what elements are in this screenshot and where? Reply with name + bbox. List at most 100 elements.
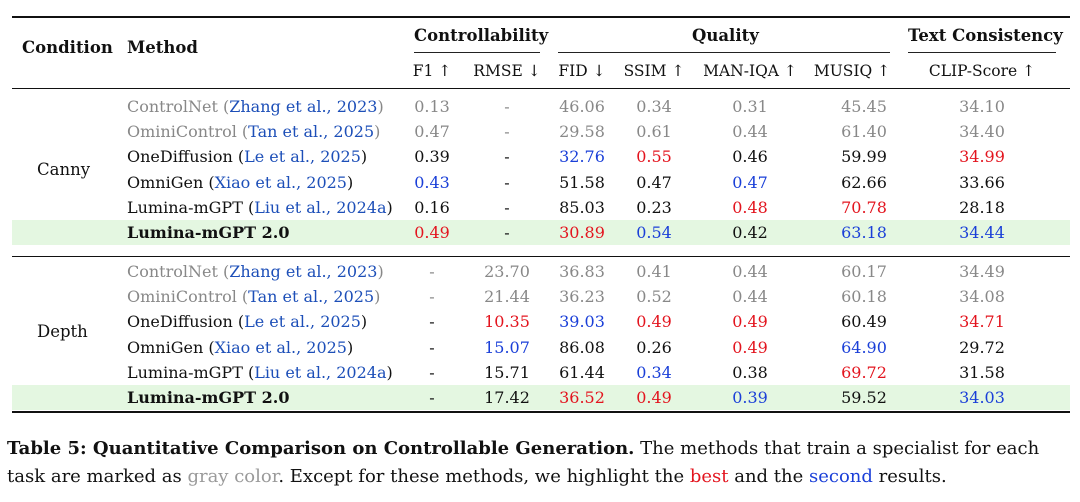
paren-close: ) bbox=[346, 172, 354, 192]
method-name: OneDiffusion bbox=[127, 312, 233, 332]
caption-label: Table 5: bbox=[7, 438, 93, 459]
paren-open: ( bbox=[232, 147, 245, 167]
method-name: OmniGen bbox=[127, 337, 204, 357]
value-cell: 0.34 bbox=[636, 97, 672, 116]
value-cell: 85.03 bbox=[559, 197, 605, 217]
condition-canny: Canny bbox=[37, 160, 91, 179]
paren-open: ( bbox=[242, 362, 255, 382]
value-cell: 0.55 bbox=[636, 147, 672, 167]
value-cell: 60.18 bbox=[841, 287, 887, 307]
value-cell: - bbox=[429, 337, 435, 357]
value-cell: 0.13 bbox=[414, 97, 450, 116]
value-cell: 59.99 bbox=[841, 147, 887, 167]
value-cell: 0.54 bbox=[636, 223, 672, 242]
citation-link[interactable]: Tan et al., 2025 bbox=[248, 287, 375, 307]
method-name: Lumina-mGPT 2.0 bbox=[127, 223, 290, 242]
metric-fid: FID ↓ bbox=[558, 62, 606, 80]
metric-man-iqa: MAN-IQA ↑ bbox=[703, 62, 797, 80]
value-cell: 0.31 bbox=[732, 97, 768, 116]
method-name: Lumina-mGPT 2.0 bbox=[127, 388, 290, 407]
metric-rmse: RMSE ↓ bbox=[473, 62, 541, 80]
value-cell: 33.66 bbox=[959, 172, 1005, 192]
header-condition: Condition bbox=[22, 38, 113, 57]
caption-best-word: best bbox=[689, 466, 729, 487]
method-cell: Lumina-mGPT 2.0 bbox=[127, 223, 289, 242]
method-cell: Lumina-mGPT (Liu et al., 2024a) bbox=[127, 198, 393, 217]
value-cell: 30.89 bbox=[559, 223, 605, 242]
paren-close: ) bbox=[377, 97, 384, 116]
value-cell: 0.41 bbox=[636, 262, 672, 281]
citation-link[interactable]: Le et al., 2025 bbox=[244, 312, 361, 332]
value-cell: - bbox=[504, 172, 510, 192]
citation-link[interactable]: Le et al., 2025 bbox=[244, 147, 361, 167]
paren-close: ) bbox=[374, 122, 381, 142]
value-cell: 62.66 bbox=[841, 172, 887, 192]
value-cell: 31.58 bbox=[959, 362, 1005, 382]
value-cell: 59.52 bbox=[841, 388, 887, 407]
value-cell: 0.23 bbox=[636, 197, 672, 217]
value-cell: - bbox=[504, 223, 510, 242]
value-cell: 51.58 bbox=[559, 172, 605, 192]
value-cell: - bbox=[504, 147, 510, 167]
value-cell: 61.44 bbox=[559, 362, 605, 382]
method-name: OminiControl bbox=[127, 122, 237, 142]
paren-open: ( bbox=[203, 172, 215, 192]
bottom-rule bbox=[12, 411, 1070, 413]
value-cell: 36.52 bbox=[559, 388, 605, 407]
value-cell: 0.34 bbox=[636, 362, 672, 382]
value-cell: - bbox=[504, 97, 510, 116]
paren-open: ( bbox=[203, 337, 215, 357]
group-rule-text-consistency bbox=[908, 52, 1056, 53]
citation-link[interactable]: Liu et al., 2024a bbox=[254, 197, 387, 217]
paren-close: ) bbox=[360, 312, 368, 332]
value-cell: - bbox=[504, 197, 510, 217]
caption-text-4: results. bbox=[872, 466, 947, 487]
value-cell: 23.70 bbox=[484, 262, 530, 281]
value-cell: 0.42 bbox=[732, 223, 768, 242]
top-rule bbox=[12, 16, 1070, 18]
value-cell: 39.03 bbox=[559, 312, 605, 332]
citation-link[interactable]: Liu et al., 2024a bbox=[254, 362, 387, 382]
method-cell: OmniGen (Xiao et al., 2025) bbox=[127, 173, 353, 192]
group-rule-quality bbox=[558, 52, 890, 53]
paren-close: ) bbox=[346, 337, 354, 357]
value-cell: 36.23 bbox=[559, 287, 605, 307]
method-name: OmniGen bbox=[127, 172, 204, 192]
value-cell: - bbox=[429, 388, 435, 407]
value-cell: 86.08 bbox=[559, 337, 605, 357]
metric-ssim: SSIM ↑ bbox=[623, 62, 685, 80]
value-cell: 15.71 bbox=[484, 362, 530, 382]
method-name: ControlNet bbox=[127, 262, 218, 281]
value-cell: 28.18 bbox=[959, 197, 1005, 217]
table-caption: Table 5: Quantitative Comparison on Cont… bbox=[7, 435, 1075, 491]
value-cell: 0.49 bbox=[636, 388, 672, 407]
value-cell: 29.72 bbox=[959, 337, 1005, 357]
value-cell: 0.49 bbox=[732, 312, 768, 332]
value-cell: 10.35 bbox=[484, 312, 530, 332]
method-cell: Lumina-mGPT (Liu et al., 2024a) bbox=[127, 363, 393, 382]
group-controllability: Controllability bbox=[414, 26, 549, 45]
value-cell: 61.40 bbox=[841, 122, 887, 142]
condition-depth: Depth bbox=[37, 322, 88, 341]
citation-link[interactable]: Zhang et al., 2023 bbox=[229, 262, 378, 281]
method-cell: OneDiffusion (Le et al., 2025) bbox=[127, 312, 367, 331]
value-cell: 15.07 bbox=[484, 337, 530, 357]
citation-link[interactable]: Zhang et al., 2023 bbox=[229, 97, 378, 116]
caption-text-3: and the bbox=[728, 466, 809, 487]
citation-link[interactable]: Xiao et al., 2025 bbox=[214, 172, 347, 192]
value-cell: 0.61 bbox=[636, 122, 672, 142]
metric-clip-score: CLIP-Score ↑ bbox=[928, 62, 1036, 80]
citation-link[interactable]: Tan et al., 2025 bbox=[248, 122, 375, 142]
citation-link[interactable]: Xiao et al., 2025 bbox=[214, 337, 347, 357]
value-cell: 29.58 bbox=[559, 122, 605, 142]
method-name: OneDiffusion bbox=[127, 147, 233, 167]
method-cell: OneDiffusion (Le et al., 2025) bbox=[127, 147, 367, 166]
method-name: Lumina-mGPT bbox=[127, 362, 243, 382]
value-cell: - bbox=[429, 362, 435, 382]
value-cell: 34.08 bbox=[959, 287, 1005, 307]
value-cell: 34.03 bbox=[959, 388, 1005, 407]
header-rule bbox=[12, 88, 1070, 89]
paren-close: ) bbox=[374, 287, 381, 307]
value-cell: 0.47 bbox=[732, 172, 768, 192]
value-cell: 0.44 bbox=[732, 122, 768, 142]
